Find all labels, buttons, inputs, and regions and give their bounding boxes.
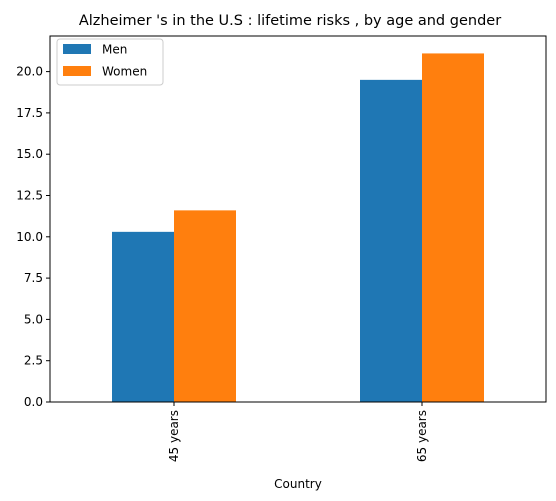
x-axis: 45 years 65 years (167, 402, 429, 462)
x-tick-label: 45 years (167, 410, 181, 462)
y-tick-label: 7.5 (24, 271, 43, 285)
y-tick-label: 15.0 (16, 147, 43, 161)
x-axis-label: Country (274, 477, 322, 491)
legend-swatch-men (63, 44, 91, 54)
x-tick-label: 65 years (415, 410, 429, 462)
legend-swatch-women (63, 66, 91, 76)
y-tick-label: 0.0 (24, 395, 43, 409)
bar-women-65-years (422, 53, 484, 403)
y-tick-label: 2.5 (24, 354, 43, 368)
y-tick-label: 12.5 (16, 189, 43, 203)
legend-label-women: Women (102, 65, 147, 79)
y-tick-label: 5.0 (24, 312, 43, 326)
bar-men-45-years (112, 231, 174, 402)
y-axis: 0.0 2.5 5.0 7.5 10.0 12.5 15.0 17.5 20.0 (16, 65, 50, 409)
plot-area (112, 53, 484, 403)
bar-men-65-years (360, 79, 422, 402)
legend-label-men: Men (102, 43, 127, 57)
legend: Men Women (56, 38, 164, 86)
chart-title: Alzheimer 's in the U.S : lifetime risks… (79, 13, 501, 29)
y-tick-label: 10.0 (16, 230, 43, 244)
bar-women-45-years (174, 210, 236, 402)
plot-frame (49, 35, 547, 403)
y-tick-label: 17.5 (16, 106, 43, 120)
y-tick-label: 20.0 (16, 65, 43, 79)
